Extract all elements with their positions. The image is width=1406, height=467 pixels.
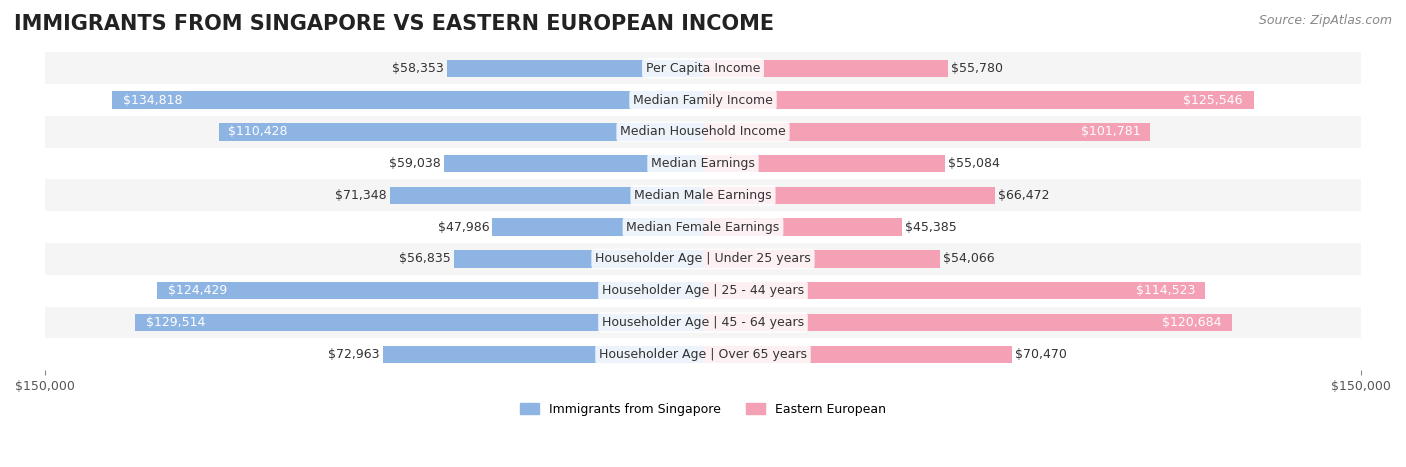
Bar [703,91,1254,109]
Bar [703,155,945,172]
Bar [45,211,1361,243]
Bar [157,282,703,299]
Text: Householder Age | Over 65 years: Householder Age | Over 65 years [599,348,807,361]
Bar [703,123,1150,141]
Text: $55,780: $55,780 [950,62,1002,75]
Bar [703,314,1233,331]
Bar [382,346,703,363]
Bar [45,84,1361,116]
Text: $59,038: $59,038 [389,157,440,170]
Text: Householder Age | 25 - 44 years: Householder Age | 25 - 44 years [602,284,804,297]
Text: Median Male Earnings: Median Male Earnings [634,189,772,202]
Bar [703,219,903,236]
Text: Median Family Income: Median Family Income [633,93,773,106]
Text: $110,428: $110,428 [228,125,288,138]
Bar [45,179,1361,211]
Text: $124,429: $124,429 [169,284,228,297]
Text: Median Household Income: Median Household Income [620,125,786,138]
Text: Source: ZipAtlas.com: Source: ZipAtlas.com [1258,14,1392,27]
Bar [454,250,703,268]
Text: $114,523: $114,523 [1136,284,1195,297]
Text: $120,684: $120,684 [1163,316,1222,329]
Text: $45,385: $45,385 [905,221,957,234]
Bar [492,219,703,236]
Text: Median Earnings: Median Earnings [651,157,755,170]
Bar [389,187,703,204]
Text: Householder Age | Under 25 years: Householder Age | Under 25 years [595,253,811,265]
Bar [45,116,1361,148]
Bar [703,346,1012,363]
Text: $101,781: $101,781 [1081,125,1140,138]
Text: Householder Age | 45 - 64 years: Householder Age | 45 - 64 years [602,316,804,329]
Bar [45,243,1361,275]
Bar [135,314,703,331]
Text: $129,514: $129,514 [146,316,205,329]
Text: $70,470: $70,470 [1015,348,1067,361]
Bar [447,59,703,77]
Text: $72,963: $72,963 [328,348,380,361]
Text: $66,472: $66,472 [998,189,1049,202]
Text: $58,353: $58,353 [392,62,444,75]
Bar [45,339,1361,370]
Bar [45,275,1361,307]
Bar [45,307,1361,339]
Text: $134,818: $134,818 [124,93,183,106]
Text: Median Female Earnings: Median Female Earnings [627,221,779,234]
Bar [45,148,1361,179]
Text: Per Capita Income: Per Capita Income [645,62,761,75]
Text: IMMIGRANTS FROM SINGAPORE VS EASTERN EUROPEAN INCOME: IMMIGRANTS FROM SINGAPORE VS EASTERN EUR… [14,14,775,34]
Bar [444,155,703,172]
Text: $125,546: $125,546 [1184,93,1243,106]
Bar [703,250,941,268]
Text: $71,348: $71,348 [335,189,387,202]
Bar [703,59,948,77]
Bar [703,187,994,204]
Bar [218,123,703,141]
Bar [703,282,1205,299]
Bar [111,91,703,109]
Text: $47,986: $47,986 [437,221,489,234]
Bar [45,52,1361,84]
Text: $54,066: $54,066 [943,253,995,265]
Text: $56,835: $56,835 [399,253,450,265]
Text: $55,084: $55,084 [948,157,1000,170]
Legend: Immigrants from Singapore, Eastern European: Immigrants from Singapore, Eastern Europ… [516,398,890,421]
